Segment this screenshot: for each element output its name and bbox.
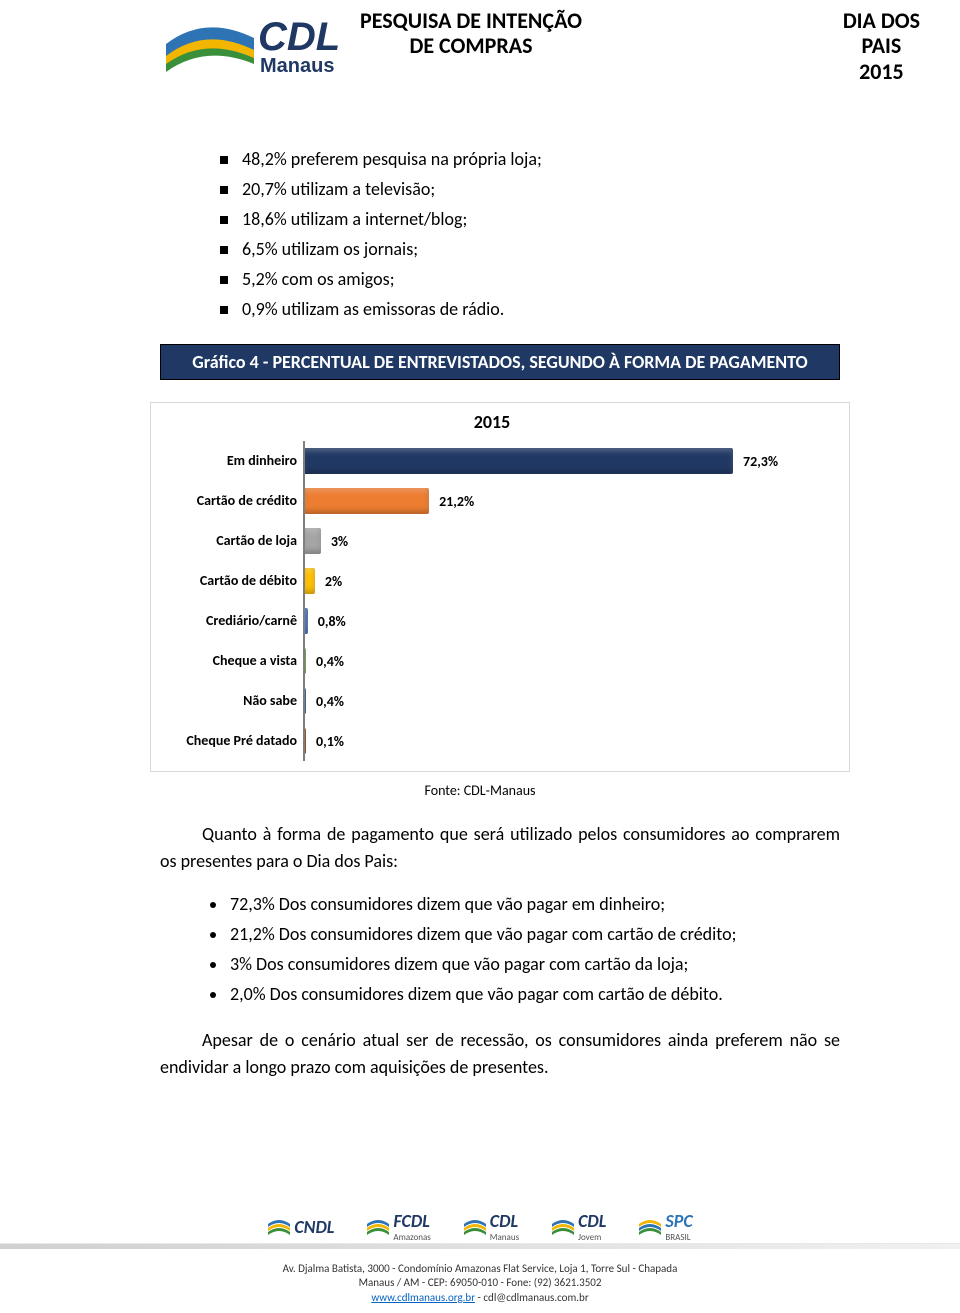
square-bullet-icon xyxy=(220,246,228,254)
list-item-text: 3% Dos consumidores dizem que vão pagar … xyxy=(230,953,840,975)
list-item: 48,2% preferem pesquisa na própria loja; xyxy=(220,144,840,174)
chart-value-label: 21,2% xyxy=(439,493,474,510)
research-methods-list: 48,2% preferem pesquisa na própria loja;… xyxy=(220,144,840,324)
list-item-text: 72,3% Dos consumidores dizem que vão pag… xyxy=(230,893,840,915)
chart-bar-row: 2% xyxy=(303,561,831,601)
swoosh-icon xyxy=(366,1218,390,1236)
page-header: PESQUISA DE INTENÇÃO DE COMPRAS DIA DOS … xyxy=(0,0,960,84)
swoosh-icon xyxy=(638,1218,662,1236)
square-bullet-icon xyxy=(220,306,228,314)
list-item: 72,3% Dos consumidores dizem que vão pag… xyxy=(210,889,840,919)
chart-category-label: Cheque a vista xyxy=(153,641,303,681)
chart-category-label: Crediário/carnê xyxy=(153,601,303,641)
list-item-text: 48,2% preferem pesquisa na própria loja; xyxy=(242,148,840,170)
header-title-center: PESQUISA DE INTENÇÃO DE COMPRAS xyxy=(360,8,582,84)
chart-category-label: Cartão de loja xyxy=(153,521,303,561)
chart-value-label: 0,4% xyxy=(316,693,344,710)
list-item-text: 18,6% utilizam a internet/blog; xyxy=(242,208,840,230)
chart-category-label: Cartão de crédito xyxy=(153,481,303,521)
chart-bar-row: 0,1% xyxy=(303,721,831,761)
chart-category-label: Cheque Pré datado xyxy=(153,721,303,761)
list-item: 2,0% Dos consumidores dizem que vão paga… xyxy=(210,979,840,1009)
chart-category-labels: Em dinheiroCartão de créditoCartão de lo… xyxy=(153,441,303,761)
footer-logo: CDLManaus xyxy=(463,1210,519,1243)
list-item-text: 6,5% utilizam os jornais; xyxy=(242,238,840,260)
list-item: 18,6% utilizam a internet/blog; xyxy=(220,204,840,234)
chart-bar xyxy=(303,448,733,474)
chart-year: 2015 xyxy=(153,411,831,433)
chart-value-label: 3% xyxy=(331,533,348,550)
swoosh-icon xyxy=(551,1218,575,1236)
footer-logo-main: CDL xyxy=(578,1210,606,1232)
cdl-manaus-logo: CDL Manaus xyxy=(160,8,340,84)
logo-sub-text: Manaus xyxy=(260,55,334,77)
disc-bullet-icon xyxy=(210,992,216,998)
list-item: 20,7% utilizam a televisão; xyxy=(220,174,840,204)
chart-bar-row: 0,4% xyxy=(303,681,831,721)
chart-value-label: 0,4% xyxy=(316,653,344,670)
footer-logo-sub: Jovem xyxy=(578,1232,606,1243)
list-item: 21,2% Dos consumidores dizem que vão pag… xyxy=(210,919,840,949)
chart-value-label: 0,8% xyxy=(318,613,346,630)
chart-y-axis xyxy=(303,441,305,761)
footer-logo: SPCBRASIL xyxy=(638,1210,692,1243)
list-item: 6,5% utilizam os jornais; xyxy=(220,234,840,264)
chart-plot-area: 72,3% 21,2% 3% 2% 0,8% 0,4% 0,4% 0,1% xyxy=(303,441,831,761)
chart-category-label: Cartão de débito xyxy=(153,561,303,601)
list-item-text: 5,2% com os amigos; xyxy=(242,268,840,290)
footer-logo-main: SPC xyxy=(665,1210,692,1232)
square-bullet-icon xyxy=(220,276,228,284)
logo-main-text: CDL xyxy=(258,15,340,59)
footer-logo-main: CDL xyxy=(490,1210,519,1232)
footer-logo-sub: Manaus xyxy=(490,1232,519,1243)
list-item: 5,2% com os amigos; xyxy=(220,264,840,294)
footer-address: Av. Djalma Batista, 3000 - Condomínio Am… xyxy=(0,1262,960,1305)
square-bullet-icon xyxy=(220,216,228,224)
list-item-text: 0,9% utilizam as emissoras de rádio. xyxy=(242,298,840,320)
disc-bullet-icon xyxy=(210,962,216,968)
chart-value-label: 0,1% xyxy=(316,733,344,750)
footer-logo-strip: CNDLFCDLAmazonasCDLManausCDLJovemSPCBRAS… xyxy=(0,1210,960,1243)
footer-logo: CDLJovem xyxy=(551,1210,606,1243)
list-item-text: 21,2% Dos consumidores dizem que vão pag… xyxy=(230,923,840,945)
disc-bullet-icon xyxy=(210,932,216,938)
chart-bar xyxy=(303,528,321,554)
footer-divider-bar xyxy=(0,1243,960,1249)
footer-website-link[interactable]: www.cdlmanaus.org.br xyxy=(371,1291,475,1304)
swoosh-icon xyxy=(267,1218,291,1236)
chart-bar-row: 21,2% xyxy=(303,481,831,521)
square-bullet-icon xyxy=(220,186,228,194)
footer-logo: CNDL xyxy=(267,1216,334,1238)
body-paragraph-2: Apesar de o cenário atual ser de recessã… xyxy=(160,1027,840,1081)
payment-method-chart: 2015 Em dinheiroCartão de créditoCartão … xyxy=(150,402,850,772)
body-paragraph-1: Quanto à forma de pagamento que será uti… xyxy=(160,821,840,875)
square-bullet-icon xyxy=(220,156,228,164)
chart-bar xyxy=(303,488,429,514)
chart-source: Fonte: CDL-Manaus xyxy=(0,782,960,799)
chart-bar-row: 0,8% xyxy=(303,601,831,641)
chart-bar-row: 0,4% xyxy=(303,641,831,681)
header-title-right: DIA DOS PAIS 2015 xyxy=(843,8,920,84)
disc-bullet-icon xyxy=(210,902,216,908)
list-item-text: 2,0% Dos consumidores dizem que vão paga… xyxy=(230,983,840,1005)
chart-category-label: Não sabe xyxy=(153,681,303,721)
list-item: 0,9% utilizam as emissoras de rádio. xyxy=(220,294,840,324)
chart-value-label: 72,3% xyxy=(743,453,778,470)
chart-4-title: Gráfico 4 - PERCENTUAL DE ENTREVISTADOS,… xyxy=(160,344,840,381)
chart-category-label: Em dinheiro xyxy=(153,441,303,481)
footer-logo: FCDLAmazonas xyxy=(366,1210,430,1243)
chart-value-label: 2% xyxy=(325,573,342,590)
chart-bar-row: 3% xyxy=(303,521,831,561)
footer-logo-main: CNDL xyxy=(294,1216,334,1238)
footer-logo-main: FCDL xyxy=(393,1210,430,1232)
swoosh-icon xyxy=(463,1218,487,1236)
footer-logo-sub: Amazonas xyxy=(393,1232,430,1243)
list-item: 3% Dos consumidores dizem que vão pagar … xyxy=(210,949,840,979)
list-item-text: 20,7% utilizam a televisão; xyxy=(242,178,840,200)
payment-findings-list: 72,3% Dos consumidores dizem que vão pag… xyxy=(210,889,840,1009)
footer-logo-sub: BRASIL xyxy=(665,1232,692,1243)
chart-bar-row: 72,3% xyxy=(303,441,831,481)
